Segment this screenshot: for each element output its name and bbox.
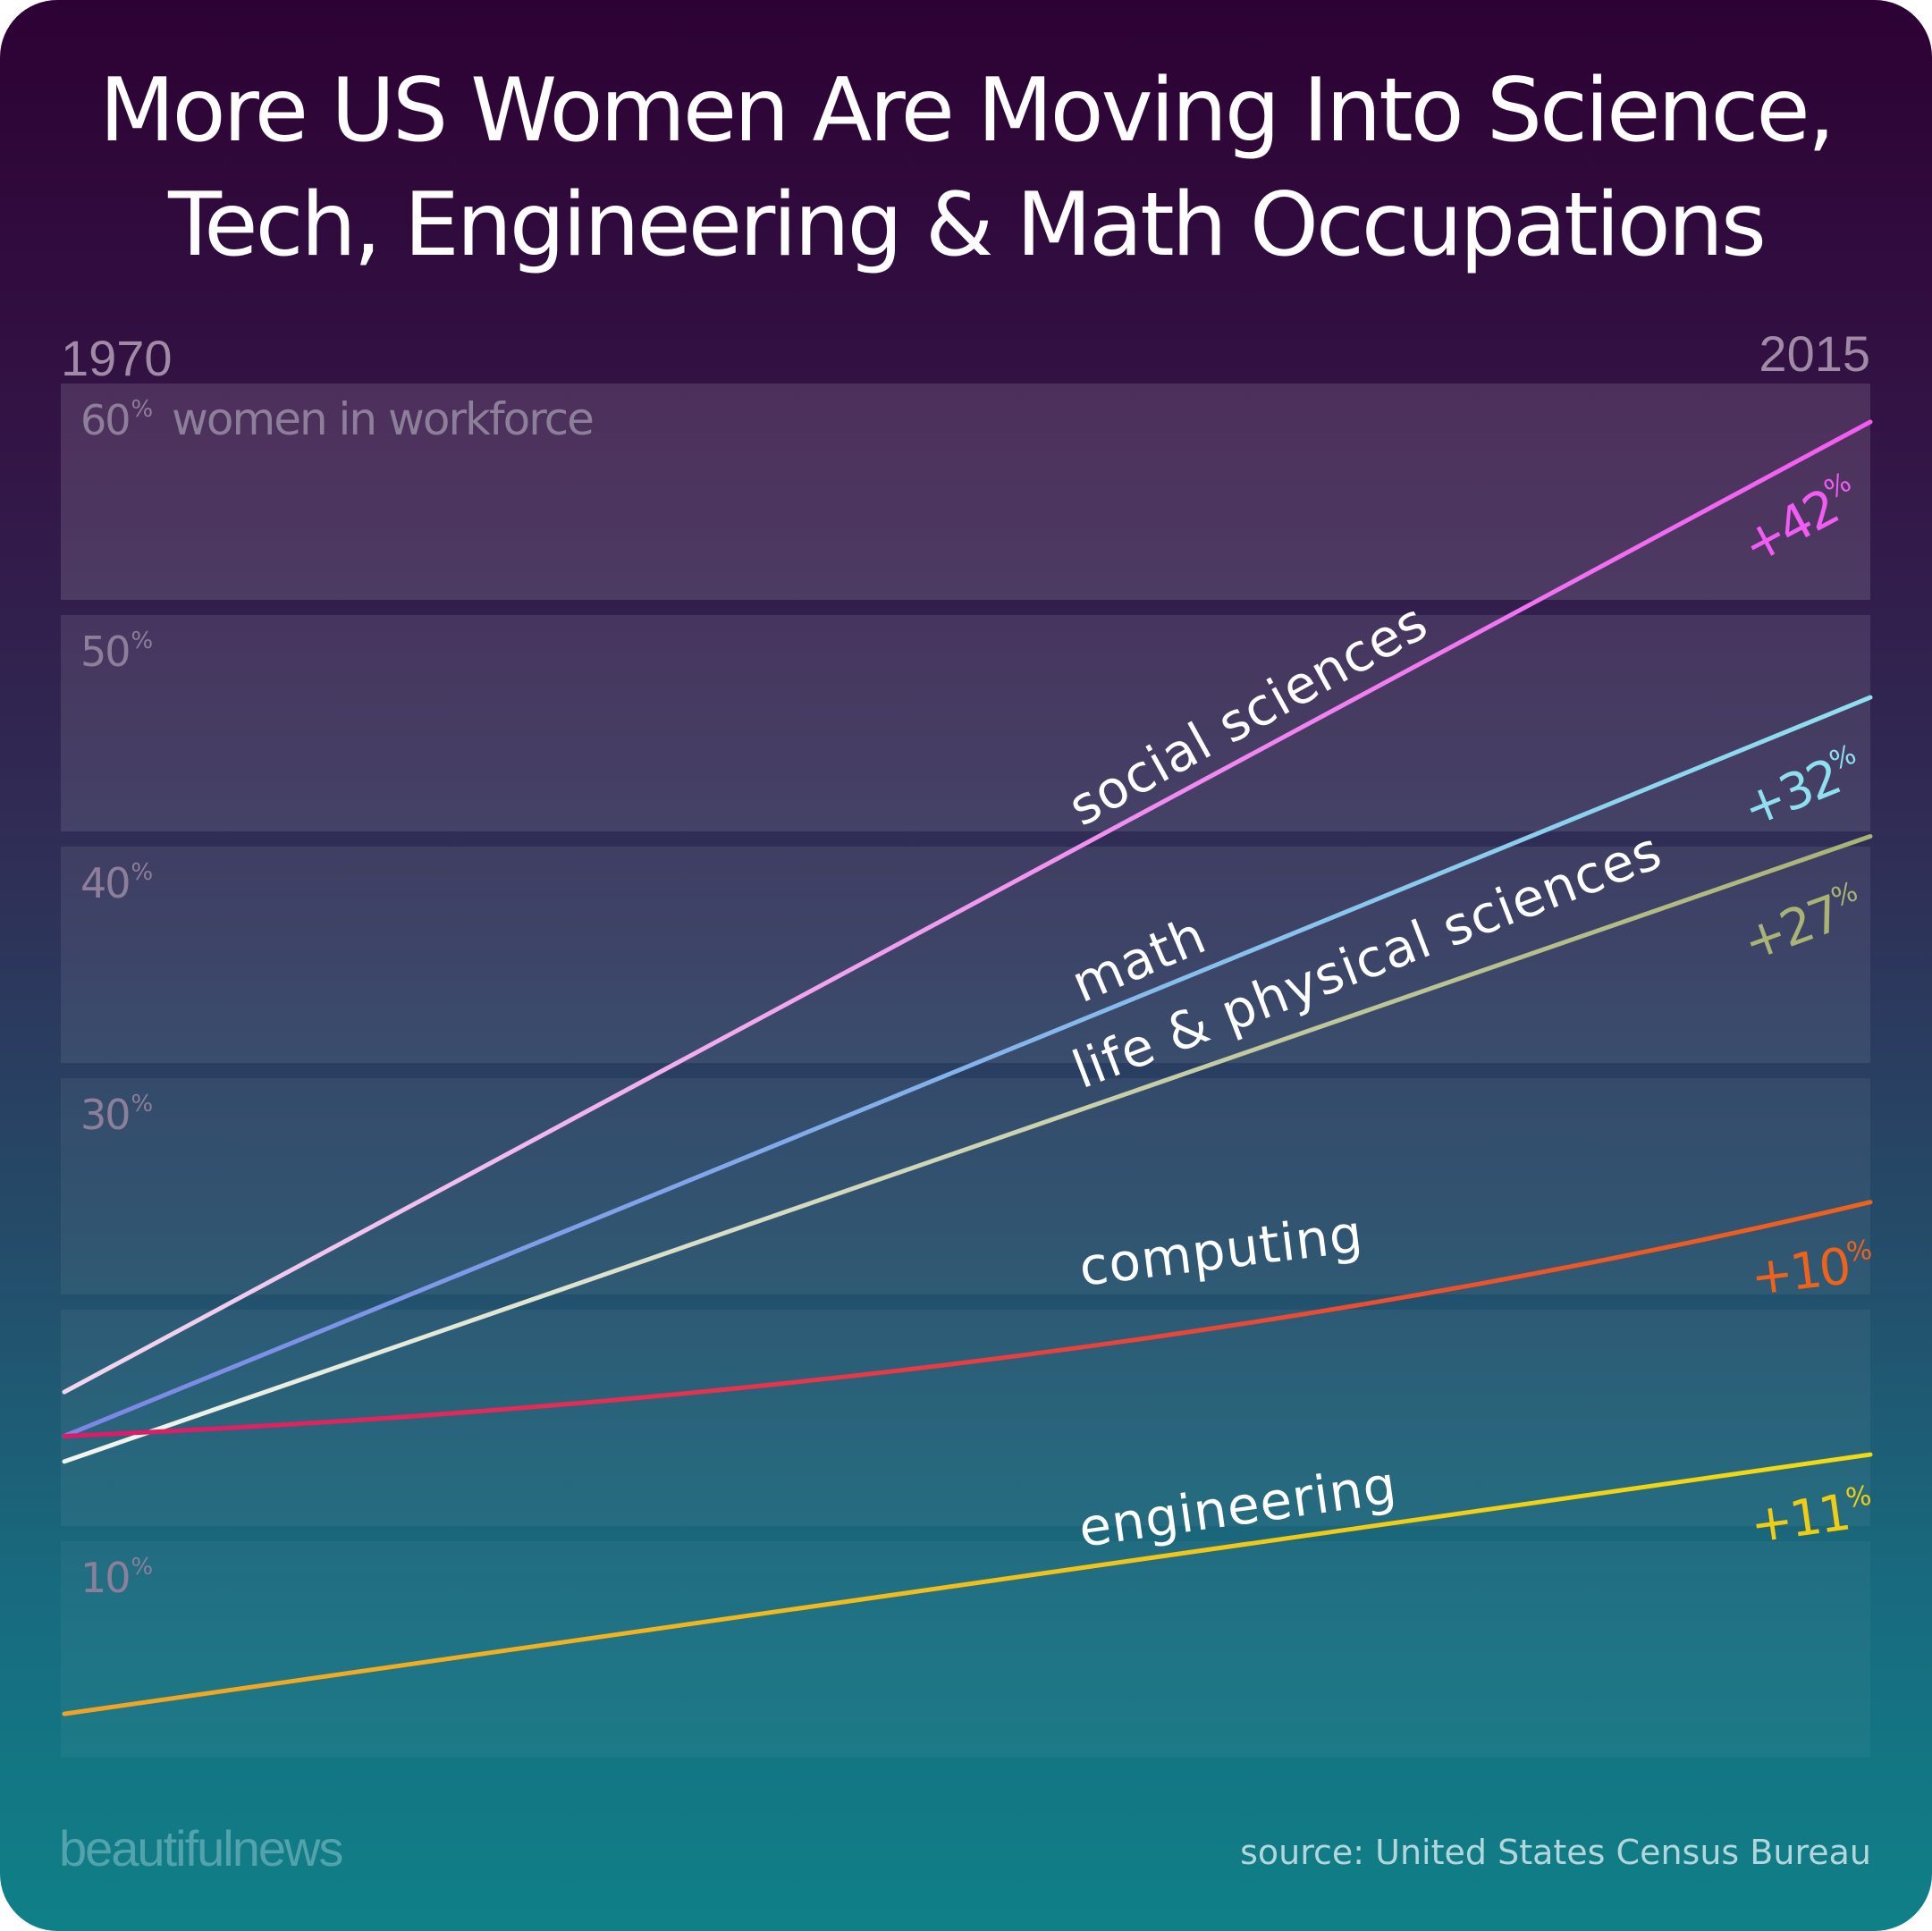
y-band-60 [61, 384, 1870, 600]
y-band-30 [61, 1078, 1870, 1294]
x-start-label: 1970 [61, 330, 173, 386]
y-tick-unit: % [131, 859, 153, 886]
x-end-label: 2015 [1759, 325, 1870, 382]
source-note: source: United States Census Bureau [1240, 1833, 1871, 1872]
y-tick-unit: % [131, 1554, 153, 1581]
y-band-10 [61, 1541, 1870, 1758]
series-lines [62, 419, 1873, 1716]
y-band-50 [61, 615, 1870, 831]
title-line-1: More US Women Are Moving Into Science, [99, 60, 1835, 162]
y-band-40 [61, 847, 1870, 1063]
y-tick-label-50: 50% [80, 628, 153, 676]
series-line-computing [62, 1200, 1873, 1438]
y-tick-unit: % [131, 396, 153, 423]
y-tick-unit: % [131, 628, 153, 654]
series-line-math [62, 695, 1873, 1438]
y-tick-annotation: women in workforce [172, 393, 593, 445]
series-line-social-sciences [62, 419, 1873, 1395]
y-tick-unit: % [131, 1091, 153, 1117]
y-bands [61, 384, 1870, 1758]
brand-logo: beautifulnews [59, 1820, 343, 1876]
y-tick-label-40: 40% [80, 859, 153, 907]
change-unit: % [1844, 1235, 1872, 1269]
chart-title: More US Women Are Moving Into Science, T… [0, 54, 1932, 282]
series-line-life-physical-sciences [62, 834, 1873, 1464]
series-line-engineering [62, 1452, 1873, 1716]
title-line-2: Tech, Engineering & Math Occupations [168, 174, 1767, 276]
y-tick-label-60: 60% [80, 396, 153, 444]
